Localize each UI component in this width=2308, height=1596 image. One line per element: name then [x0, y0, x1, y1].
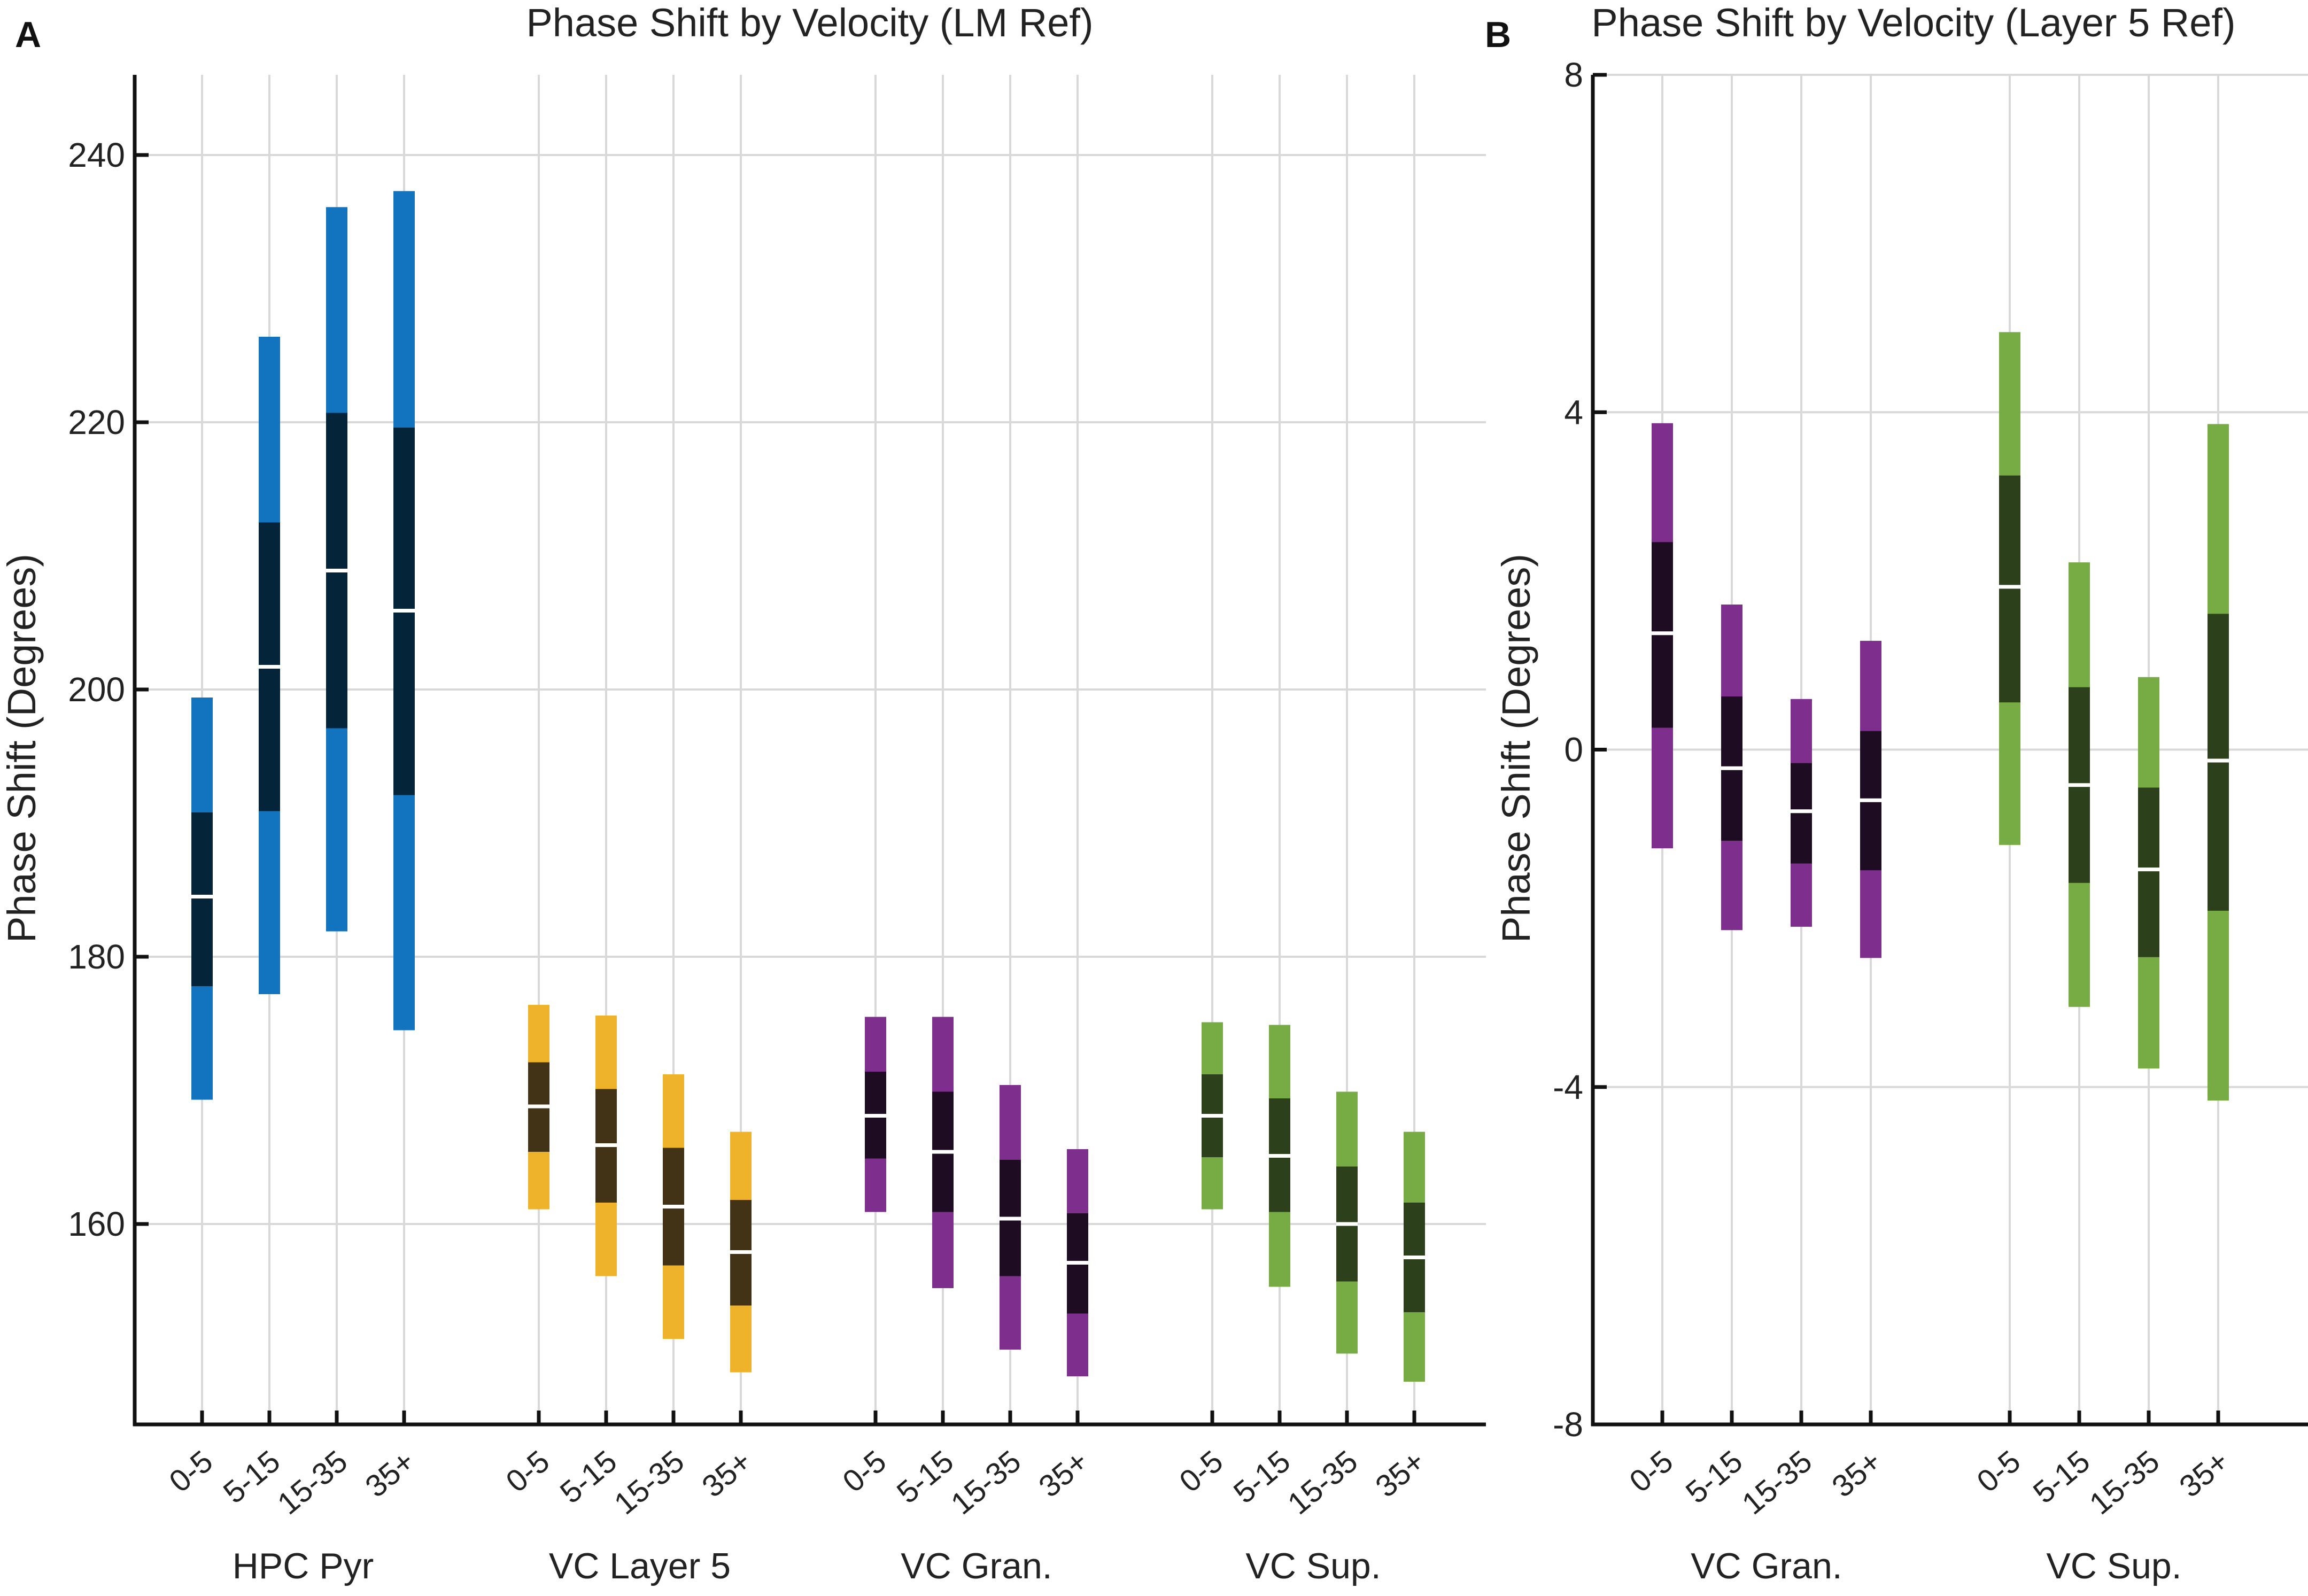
panel-b-y-axis-label: Phase Shift (Degrees) [1494, 554, 1538, 943]
y-tick-label: -8 [1553, 1405, 1583, 1444]
panel-a-letter: A [15, 14, 41, 55]
panel-a: A Phase Shift by Velocity (LM Ref) 160 18… [0, 1, 1486, 1586]
y-tick-label: 8 [1564, 56, 1583, 94]
x-tick-label: 0-5 [836, 1444, 893, 1499]
panel-a-axes [133, 75, 1486, 1427]
group-label: VC Gran. [1691, 1546, 1842, 1586]
y-tick-label: 4 [1564, 393, 1583, 431]
x-tick-label: 15-35 [1281, 1444, 1364, 1521]
x-tick-label: 0-5 [499, 1444, 556, 1499]
panel-b-grid [1593, 74, 2308, 1424]
x-tick-label: 15-35 [2083, 1444, 2166, 1521]
interval-bar-inner [1999, 475, 2020, 703]
group-label: VC Layer 5 [549, 1546, 731, 1586]
y-tick-label: -4 [1553, 1068, 1583, 1106]
x-tick-label: 35+ [695, 1444, 758, 1504]
y-tick-label: 180 [68, 938, 125, 976]
interval-bar-inner [2138, 787, 2159, 957]
panel-b-bars [1652, 332, 2229, 1101]
x-tick-label: 5-15 [1679, 1444, 1749, 1510]
y-tick-label: 240 [68, 136, 125, 174]
x-tick-label: 15-35 [944, 1444, 1027, 1521]
x-tick-label: 0-5 [1623, 1444, 1679, 1499]
panel-b-letter: B [1485, 14, 1511, 55]
y-tick-label: 0 [1564, 731, 1583, 769]
y-tick-label: 220 [68, 403, 125, 441]
x-tick-label: 0-5 [1173, 1444, 1229, 1499]
panel-b-axes [1591, 73, 2308, 1427]
panel-b-title: Phase Shift by Velocity (Layer 5 Ref) [1591, 1, 2235, 45]
x-tick-label: 35+ [359, 1444, 421, 1504]
x-tick-label: 35+ [1032, 1444, 1095, 1504]
panel-a-y-axis-label: Phase Shift (Degrees) [0, 554, 44, 943]
group-label: VC Gran. [901, 1546, 1052, 1586]
y-tick-label: 200 [68, 670, 125, 709]
y-tick-label: 160 [68, 1205, 125, 1243]
panel-b: B Phase Shift by Velocity (Layer 5 Ref) … [1485, 1, 2308, 1586]
group-label: VC Sup. [2046, 1546, 2181, 1586]
group-label: VC Sup. [1245, 1546, 1381, 1586]
panel-a-title: Phase Shift by Velocity (LM Ref) [526, 1, 1093, 45]
x-tick-label: 0-5 [162, 1444, 219, 1499]
panel-a-bars [191, 191, 1425, 1382]
x-tick-label: 35+ [2173, 1444, 2235, 1504]
x-tick-label: 5-15 [2027, 1444, 2097, 1510]
interval-bar-inner [191, 812, 213, 986]
x-tick-label: 15-35 [1736, 1444, 1818, 1521]
x-tick-label: 15-35 [608, 1444, 691, 1521]
x-tick-label: 15-35 [271, 1444, 354, 1521]
interval-bar-inner [1791, 763, 1812, 864]
x-tick-label: 35+ [1825, 1444, 1888, 1504]
group-label: HPC Pyr [233, 1546, 374, 1586]
x-tick-label: 35+ [1369, 1444, 1431, 1504]
x-tick-label: 0-5 [1970, 1444, 2027, 1499]
